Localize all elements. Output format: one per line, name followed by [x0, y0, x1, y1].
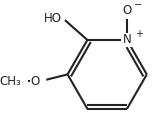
Text: −: − [134, 0, 142, 10]
Text: +: + [135, 29, 143, 39]
Text: O: O [122, 4, 132, 17]
Text: O: O [31, 75, 40, 87]
Text: N: N [123, 34, 131, 47]
Text: CH₃: CH₃ [0, 75, 21, 87]
Text: HO: HO [44, 12, 62, 25]
